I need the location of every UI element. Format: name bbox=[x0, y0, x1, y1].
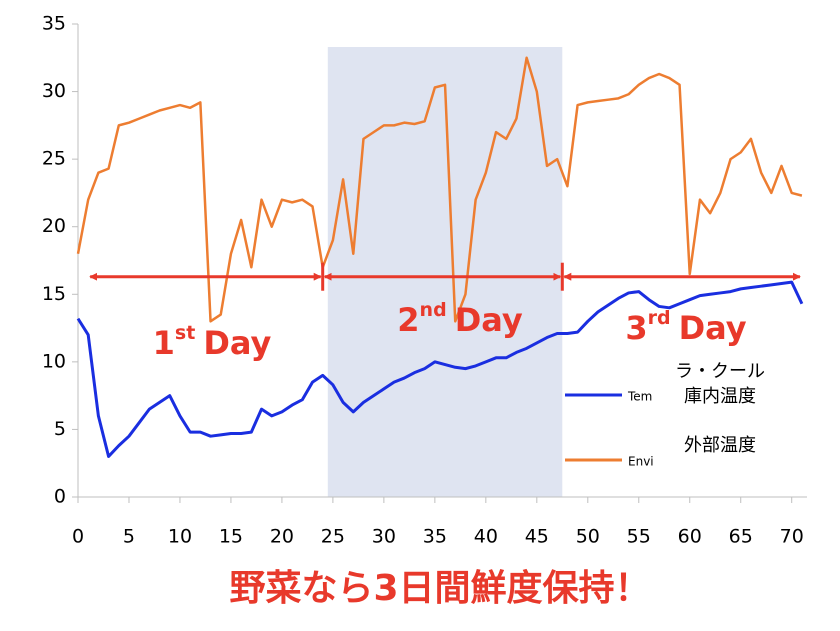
x-tick-label: 5 bbox=[123, 526, 135, 548]
x-tick-label: 40 bbox=[474, 526, 498, 548]
day-label: 2nd Day bbox=[397, 299, 523, 340]
x-tick-label: 30 bbox=[372, 526, 396, 548]
x-tick-label: 25 bbox=[321, 526, 345, 548]
x-tick-label: 50 bbox=[576, 526, 600, 548]
legend-description: 庫内温度 bbox=[684, 386, 756, 407]
x-tick-label: 55 bbox=[627, 526, 651, 548]
day-number: 3 bbox=[625, 309, 647, 347]
day-label: 1st Day bbox=[153, 322, 272, 363]
day-suffix: rd bbox=[648, 307, 671, 329]
day-word: Day bbox=[203, 324, 271, 362]
y-tick-label: 15 bbox=[42, 283, 66, 305]
day-word: Day bbox=[679, 309, 747, 347]
x-tick-label: 65 bbox=[729, 526, 753, 548]
x-tick-label: 45 bbox=[525, 526, 549, 548]
highlight-band bbox=[327, 47, 563, 497]
legend-description: ラ・クール bbox=[675, 361, 765, 382]
x-tick-label: 35 bbox=[423, 526, 447, 548]
x-tick-label: 15 bbox=[219, 526, 243, 548]
y-tick-label: 20 bbox=[42, 215, 66, 237]
day-number: 1 bbox=[153, 324, 175, 362]
legend-description: 外部温度 bbox=[684, 435, 756, 456]
chart-title: 野菜なら3日間鮮度保持！ bbox=[229, 568, 650, 609]
x-tick-label: 0 bbox=[72, 526, 84, 548]
legend-label: Tem bbox=[627, 390, 652, 404]
y-tick-label: 5 bbox=[54, 418, 66, 440]
day-suffix: st bbox=[175, 322, 195, 344]
day-word: Day bbox=[455, 301, 523, 339]
y-tick-label: 35 bbox=[42, 13, 66, 35]
day-label: 3rd Day bbox=[625, 307, 746, 348]
day-suffix: nd bbox=[420, 299, 447, 321]
x-tick-label: 10 bbox=[168, 526, 192, 548]
x-tick-label: 70 bbox=[780, 526, 804, 548]
x-tick-label: 60 bbox=[678, 526, 702, 548]
series-line bbox=[76, 56, 803, 323]
y-tick-label: 30 bbox=[42, 80, 66, 102]
x-tick-label: 20 bbox=[270, 526, 294, 548]
day-number: 2 bbox=[397, 301, 419, 339]
series-line bbox=[76, 280, 804, 458]
y-tick-label: 0 bbox=[54, 486, 66, 508]
legend-label: Envi bbox=[628, 455, 654, 469]
y-tick-label: 25 bbox=[42, 148, 66, 170]
y-tick-label: 10 bbox=[42, 350, 66, 372]
